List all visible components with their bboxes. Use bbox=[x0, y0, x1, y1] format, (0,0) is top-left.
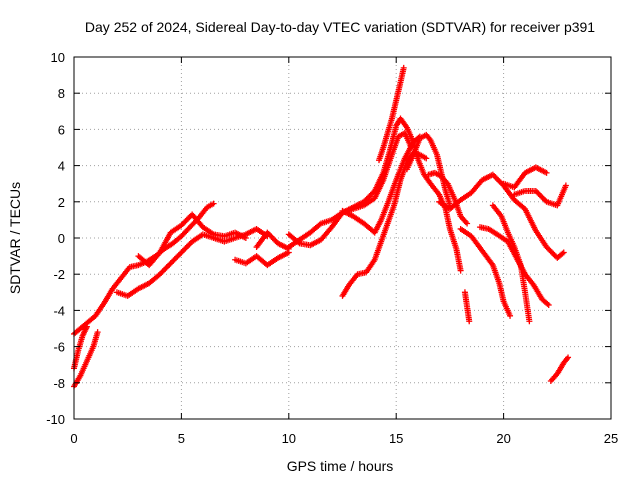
x-tick-label: 0 bbox=[70, 431, 77, 446]
x-tick-label: 5 bbox=[178, 431, 185, 446]
data-point bbox=[400, 64, 407, 71]
series-track-20 bbox=[500, 164, 550, 191]
chart-title: Day 252 of 2024, Sidereal Day-to-day VTE… bbox=[85, 19, 595, 35]
series-track-21 bbox=[511, 182, 569, 209]
data-point bbox=[464, 220, 471, 227]
series-track-5 bbox=[135, 211, 249, 269]
series-track-12 bbox=[376, 64, 407, 164]
y-tick-label: -10 bbox=[46, 412, 65, 427]
data-point bbox=[545, 301, 552, 308]
series-track-10 bbox=[339, 133, 423, 236]
data-point bbox=[526, 318, 533, 325]
data-point bbox=[83, 323, 90, 330]
series-track-22 bbox=[547, 354, 572, 384]
series-track-19 bbox=[489, 202, 533, 325]
data-point bbox=[562, 182, 569, 189]
y-tick-label: 6 bbox=[58, 122, 65, 137]
x-tick-label: 15 bbox=[389, 431, 403, 446]
series-track-16 bbox=[457, 225, 514, 319]
data-point bbox=[543, 169, 550, 176]
data-markers bbox=[71, 64, 572, 390]
y-tick-label: 8 bbox=[58, 86, 65, 101]
data-point bbox=[457, 267, 464, 274]
axis-ticks: 0 5 10 15 20 25 -10 -8 -6 -4 -2 0 2 4 6 8 10 bbox=[46, 50, 618, 446]
y-tick-label: -6 bbox=[53, 340, 65, 355]
x-axis-label: GPS time / hours bbox=[287, 458, 394, 474]
series-track-14 bbox=[425, 169, 471, 227]
data-point bbox=[316, 221, 323, 228]
y-tick-label: -4 bbox=[53, 303, 65, 318]
x-tick-label: 25 bbox=[604, 431, 618, 446]
series-track-6 bbox=[232, 249, 292, 269]
data-point bbox=[466, 318, 473, 325]
data-point bbox=[423, 155, 430, 162]
series-track-11 bbox=[339, 149, 430, 299]
series-track-4 bbox=[113, 225, 271, 299]
y-tick-label: -8 bbox=[53, 376, 65, 391]
data-point bbox=[507, 312, 514, 319]
data-point bbox=[94, 329, 101, 336]
data-point bbox=[560, 249, 567, 256]
data-point bbox=[565, 354, 572, 361]
y-tick-label: 0 bbox=[58, 231, 65, 246]
series-track-3 bbox=[71, 323, 90, 372]
x-tick-label: 20 bbox=[496, 431, 510, 446]
plot-frame bbox=[73, 56, 612, 420]
y-tick-label: 2 bbox=[58, 195, 65, 210]
data-point bbox=[295, 239, 302, 246]
y-axis-label: SDTVAR / TECUs bbox=[7, 182, 23, 294]
series-track-17 bbox=[461, 289, 473, 325]
data-point bbox=[242, 235, 249, 241]
series-track-15 bbox=[436, 171, 567, 261]
y-tick-label: -2 bbox=[53, 267, 65, 282]
data-point bbox=[210, 200, 217, 207]
y-tick-label: 10 bbox=[51, 50, 65, 65]
series-track-13 bbox=[403, 131, 453, 209]
data-point bbox=[559, 250, 566, 257]
x-tick-label: 10 bbox=[282, 431, 296, 446]
y-tick-label: 4 bbox=[58, 159, 65, 174]
series-track-7 bbox=[253, 229, 292, 252]
data-point bbox=[544, 300, 551, 307]
